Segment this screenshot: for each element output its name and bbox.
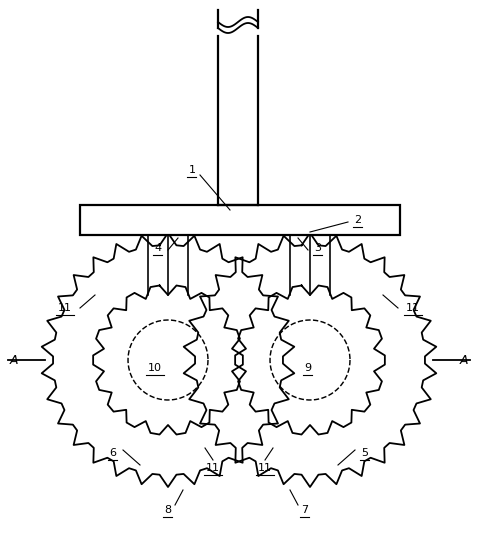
Text: 6: 6 <box>109 448 117 458</box>
Bar <box>80 205 400 235</box>
Text: 9: 9 <box>304 363 312 373</box>
Text: 11: 11 <box>58 303 72 313</box>
Text: 11: 11 <box>258 463 272 473</box>
Text: 2: 2 <box>355 215 361 225</box>
Text: 5: 5 <box>361 448 369 458</box>
Text: 1: 1 <box>188 165 196 175</box>
Text: 7: 7 <box>302 505 309 515</box>
Text: 3: 3 <box>315 243 322 253</box>
Text: A: A <box>459 353 468 367</box>
Text: A: A <box>10 353 19 367</box>
Text: 10: 10 <box>148 363 162 373</box>
Text: 4: 4 <box>154 243 162 253</box>
Text: 11: 11 <box>206 463 220 473</box>
Text: 8: 8 <box>164 505 172 515</box>
Text: 11: 11 <box>406 303 420 313</box>
